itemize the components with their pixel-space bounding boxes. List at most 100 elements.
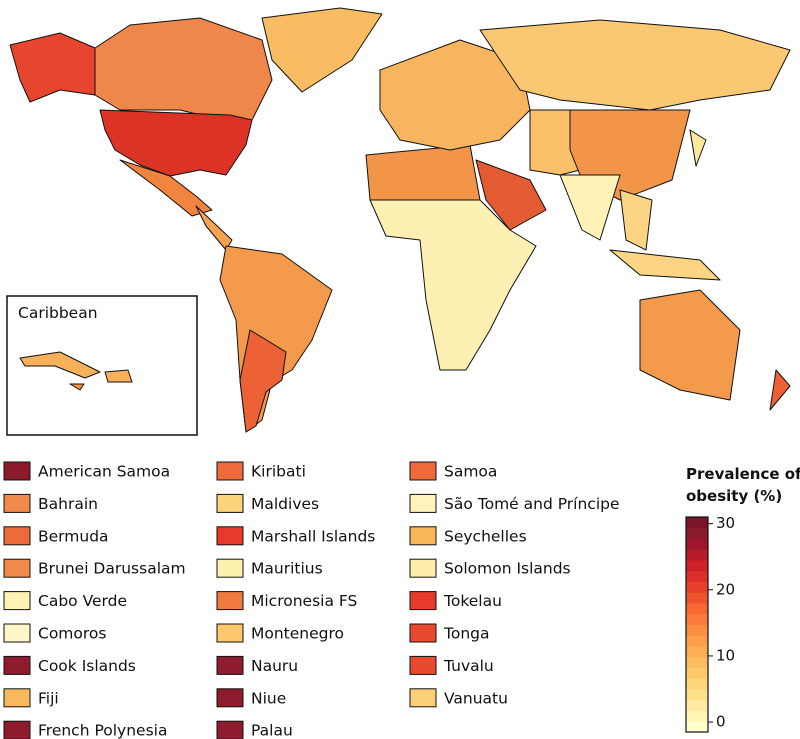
legend-label: Kiribati bbox=[251, 463, 306, 481]
legend-label: Tonga bbox=[443, 625, 489, 643]
colorbar-band bbox=[686, 635, 708, 647]
colorbar: 0 10 20 30 bbox=[685, 514, 735, 733]
colorbar-band bbox=[686, 581, 708, 593]
inset-label: Caribbean bbox=[18, 304, 98, 322]
alaska bbox=[9, 32, 96, 103]
legend-label: Brunei Darussalam bbox=[38, 560, 186, 578]
southeast-asia bbox=[619, 189, 653, 251]
australia bbox=[639, 289, 741, 401]
central-america bbox=[195, 205, 233, 251]
legend-swatch bbox=[216, 655, 244, 675]
legend-label: Samoa bbox=[444, 463, 497, 481]
legend-label: Niue bbox=[251, 689, 286, 707]
legend-swatch bbox=[3, 591, 31, 611]
legend-swatch bbox=[409, 493, 437, 513]
russia bbox=[479, 19, 791, 111]
colorbar-band bbox=[686, 549, 708, 561]
legend-swatch bbox=[409, 688, 437, 708]
legend-swatch bbox=[216, 461, 244, 481]
colorbar-tick-label: 10 bbox=[716, 646, 735, 664]
india bbox=[559, 174, 621, 241]
colorbar-tick-label: 20 bbox=[716, 580, 735, 598]
legend-swatch bbox=[216, 623, 244, 643]
legend-label: Micronesia FS bbox=[251, 592, 357, 610]
legend-label: Fiji bbox=[38, 689, 59, 707]
north-africa bbox=[365, 144, 481, 206]
colorbar-band bbox=[686, 678, 708, 690]
legend-swatch bbox=[3, 688, 31, 708]
legend-label: Tokelau bbox=[443, 592, 502, 610]
legend-swatch bbox=[3, 526, 31, 546]
legend-label: American Samoa bbox=[38, 463, 170, 481]
legend-swatch bbox=[3, 720, 31, 739]
hispaniola bbox=[104, 369, 133, 383]
legend-label: Palau bbox=[251, 722, 293, 739]
legend-label: Bermuda bbox=[38, 527, 109, 545]
colorbar-band bbox=[686, 538, 708, 550]
legend-label: Solomon Islands bbox=[444, 560, 571, 578]
colorbar-band bbox=[686, 667, 708, 679]
colorbar-band bbox=[686, 570, 708, 582]
legend-label: Seychelles bbox=[444, 527, 527, 545]
legend-label: Cabo Verde bbox=[38, 592, 127, 610]
legend-label: French Polynesia bbox=[38, 722, 167, 739]
legend-label: Maldives bbox=[251, 495, 319, 513]
legend-label: Nauru bbox=[251, 657, 298, 675]
indonesia bbox=[609, 249, 721, 281]
legend-swatch bbox=[216, 493, 244, 513]
mexico bbox=[119, 159, 213, 217]
colorbar-band bbox=[686, 613, 708, 625]
colorbar-band bbox=[686, 656, 708, 668]
europe bbox=[379, 39, 531, 151]
canada bbox=[94, 17, 273, 121]
legend: American Samoa Bahrain Bermuda Brunei Darus… bbox=[3, 461, 620, 739]
cuba bbox=[19, 351, 101, 379]
legend-label: Tuvalu bbox=[443, 657, 494, 675]
legend-swatch bbox=[3, 461, 31, 481]
legend-swatch bbox=[409, 623, 437, 643]
colorbar-band bbox=[686, 603, 708, 615]
jamaica bbox=[69, 383, 85, 391]
legend-label: Montenegro bbox=[251, 625, 344, 643]
colorbar-band bbox=[686, 721, 708, 733]
colorbar-title: Prevalence of obesity (%) bbox=[686, 465, 800, 505]
legend-swatch bbox=[3, 493, 31, 513]
legend-label: Vanuatu bbox=[444, 689, 508, 707]
colorbar-band bbox=[686, 699, 708, 711]
colorbar-band bbox=[686, 560, 708, 572]
legend-swatch bbox=[3, 558, 31, 578]
greenland bbox=[261, 7, 383, 93]
arabia bbox=[475, 159, 547, 231]
legend-swatch bbox=[409, 591, 437, 611]
japan bbox=[689, 129, 707, 167]
legend-label: Marshall Islands bbox=[251, 527, 375, 545]
legend-label: Mauritius bbox=[251, 560, 323, 578]
world-map bbox=[9, 7, 791, 433]
colorbar-tick-label: 0 bbox=[716, 713, 726, 731]
colorbar-frame bbox=[685, 516, 709, 733]
legend-swatch bbox=[216, 526, 244, 546]
colorbar-band bbox=[686, 689, 708, 701]
legend-swatch bbox=[3, 655, 31, 675]
legend-label: Bahrain bbox=[38, 495, 98, 513]
colorbar-band bbox=[686, 592, 708, 604]
colorbar-band bbox=[686, 710, 708, 722]
legend-swatch bbox=[216, 688, 244, 708]
argentina bbox=[239, 329, 287, 433]
colorbar-band bbox=[686, 517, 708, 529]
colorbar-tick-label: 30 bbox=[716, 514, 735, 532]
sub-saharan-africa bbox=[369, 199, 537, 371]
colorbar-band bbox=[686, 646, 708, 658]
legend-label: Cook Islands bbox=[38, 657, 136, 675]
new-zealand bbox=[769, 369, 791, 411]
legend-swatch bbox=[216, 558, 244, 578]
legend-swatch bbox=[216, 720, 244, 739]
legend-swatch bbox=[216, 591, 244, 611]
south-america bbox=[219, 245, 333, 433]
legend-label: Comoros bbox=[38, 625, 106, 643]
legend-swatch bbox=[409, 655, 437, 675]
legend-swatch bbox=[409, 526, 437, 546]
colorbar-band bbox=[686, 624, 708, 636]
